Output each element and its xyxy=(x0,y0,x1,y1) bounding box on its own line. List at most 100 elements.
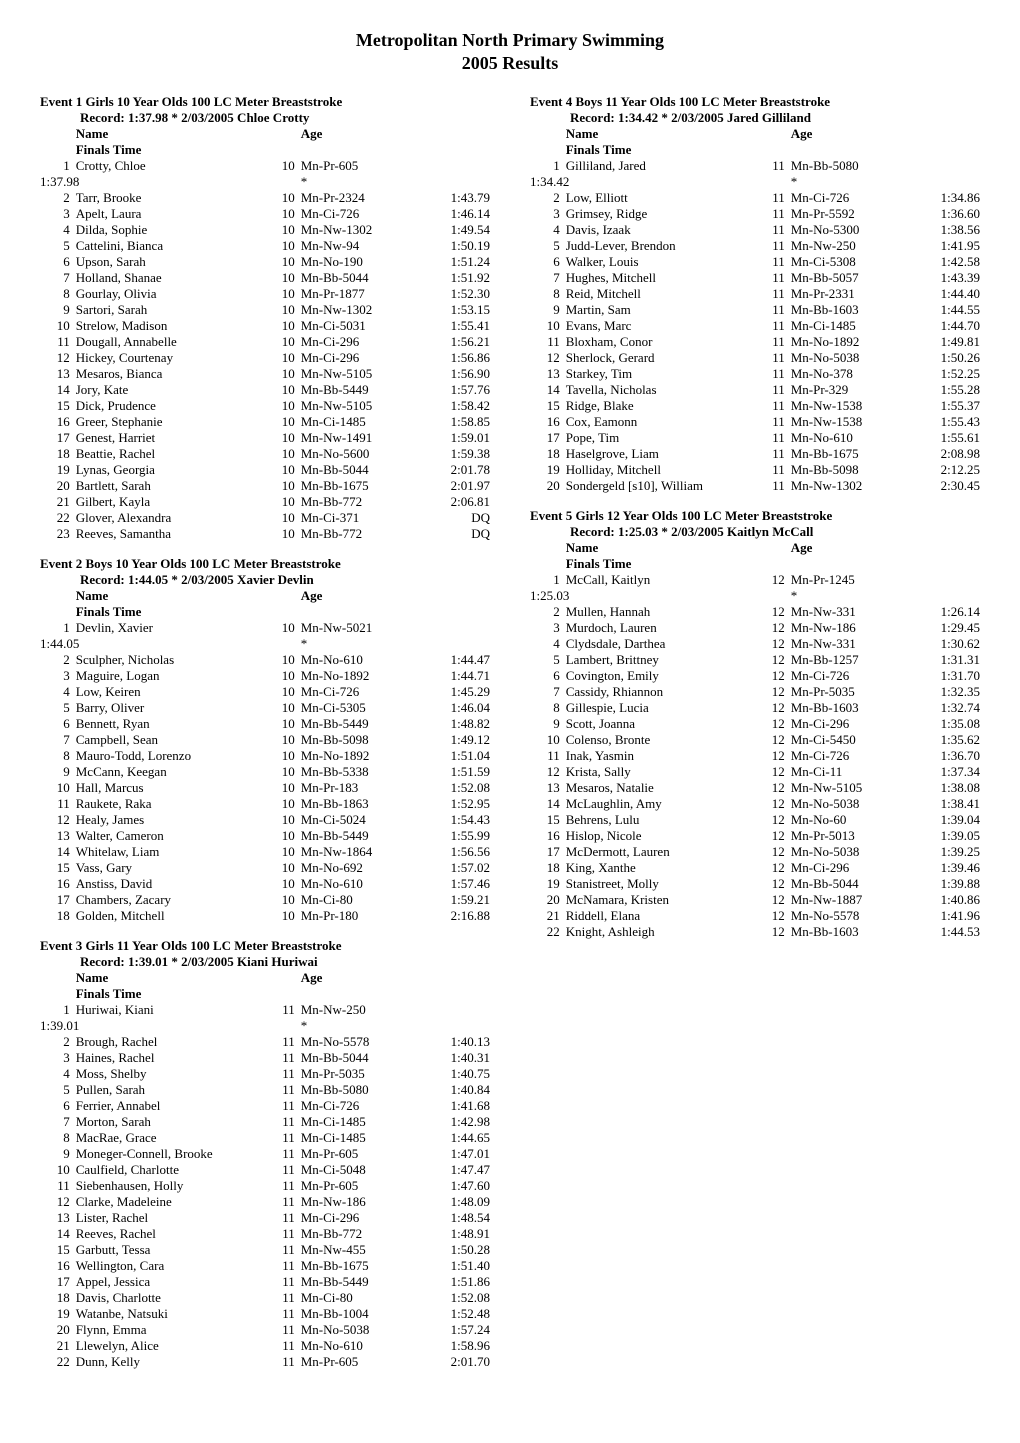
team-code: Mn-Bb-1257 xyxy=(791,652,907,668)
finish-time: 1:39.46 xyxy=(906,860,980,876)
result-row: 3Maguire, Logan10Mn-No-18921:44.71 xyxy=(40,668,490,684)
place: 15 xyxy=(40,860,76,876)
team-code: Mn-Bb-1603 xyxy=(791,924,907,940)
swimmer-name: King, Xanthe xyxy=(566,860,755,876)
finish-time: 1:35.62 xyxy=(906,732,980,748)
place: 16 xyxy=(40,876,76,892)
swimmer-age: 11 xyxy=(755,446,791,462)
place: 22 xyxy=(40,510,76,526)
record-time: 1:37.98 xyxy=(40,174,265,190)
place: 10 xyxy=(530,318,566,334)
swimmer-age: 11 xyxy=(755,398,791,414)
swimmer-name: Reeves, Rachel xyxy=(76,1226,265,1242)
swimmer-age: 11 xyxy=(755,430,791,446)
result-row: 18King, Xanthe12Mn-Ci-2961:39.46 xyxy=(530,860,980,876)
team-code: Mn-Nw-186 xyxy=(791,620,907,636)
team-code: Mn-Bb-5044 xyxy=(301,270,417,286)
result-row: 13Mesaros, Bianca10Mn-Nw-51051:56.90 xyxy=(40,366,490,382)
swimmer-name: Colenso, Bronte xyxy=(566,732,755,748)
result-row: 15Vass, Gary10Mn-No-6921:57.02 xyxy=(40,860,490,876)
swimmer-age: 12 xyxy=(755,748,791,764)
swimmer-name: Covington, Emily xyxy=(566,668,755,684)
result-row: 19Watanbe, Natsuki11Mn-Bb-10041:52.48 xyxy=(40,1306,490,1322)
swimmer-age: 11 xyxy=(265,1114,301,1130)
result-row: 2Low, Elliott11Mn-Ci-7261:34.86 xyxy=(530,190,980,206)
swimmer-age: 12 xyxy=(755,812,791,828)
result-row: 10Colenso, Bronte12Mn-Ci-54501:35.62 xyxy=(530,732,980,748)
finish-time: 1:57.46 xyxy=(416,876,490,892)
swimmer-name: Gourlay, Olivia xyxy=(76,286,265,302)
swimmer-name: Reeves, Samantha xyxy=(76,526,265,542)
team-code: Mn-Pr-1245 xyxy=(791,572,907,588)
swimmer-name: Lambert, Brittney xyxy=(566,652,755,668)
finish-time: 1:50.26 xyxy=(906,350,980,366)
result-row: 12Sherlock, Gerard11Mn-No-50381:50.26 xyxy=(530,350,980,366)
place: 18 xyxy=(40,446,76,462)
record-star: * xyxy=(791,174,907,190)
team-code: Mn-No-5300 xyxy=(791,222,907,238)
swimmer-age: 10 xyxy=(265,318,301,334)
swimmer-age: 11 xyxy=(755,190,791,206)
result-row: 19Lynas, Georgia10Mn-Bb-50442:01.78 xyxy=(40,462,490,478)
place: 12 xyxy=(530,350,566,366)
team-code: Mn-Ci-371 xyxy=(301,510,417,526)
event-block: Event 2 Boys 10 Year Olds 100 LC Meter B… xyxy=(40,556,490,924)
place: 11 xyxy=(530,748,566,764)
finish-time: 1:41.95 xyxy=(906,238,980,254)
place: 14 xyxy=(40,382,76,398)
place: 6 xyxy=(530,668,566,684)
finish-time: 1:59.01 xyxy=(416,430,490,446)
swimmer-age: 10 xyxy=(265,446,301,462)
result-row: 16Anstiss, David10Mn-No-6101:57.46 xyxy=(40,876,490,892)
finish-time: 1:31.70 xyxy=(906,668,980,684)
finish-time: 1:48.82 xyxy=(416,716,490,732)
swimmer-name: MacRae, Grace xyxy=(76,1130,265,1146)
place: 17 xyxy=(40,1274,76,1290)
result-row: 11Siebenhausen, Holly11Mn-Pr-6051:47.60 xyxy=(40,1178,490,1194)
team-code: Mn-Nw-94 xyxy=(301,238,417,254)
swimmer-age: 11 xyxy=(265,1258,301,1274)
finals-label: Finals Time xyxy=(566,556,755,572)
record-star: * xyxy=(301,1018,417,1034)
finals-label: Finals Time xyxy=(76,142,265,158)
place: 20 xyxy=(530,478,566,494)
result-row: 22Dunn, Kelly11Mn-Pr-6052:01.70 xyxy=(40,1354,490,1370)
finish-time: 1:41.96 xyxy=(906,908,980,924)
swimmer-name: Gillespie, Lucia xyxy=(566,700,755,716)
swimmer-age: 11 xyxy=(755,366,791,382)
team-code: Mn-Ci-5308 xyxy=(791,254,907,270)
finish-time: 1:56.90 xyxy=(416,366,490,382)
swimmer-name: Hall, Marcus xyxy=(76,780,265,796)
place: 8 xyxy=(530,700,566,716)
swimmer-name: Mauro-Todd, Lorenzo xyxy=(76,748,265,764)
place: 6 xyxy=(40,1098,76,1114)
swimmer-name: McCann, Keegan xyxy=(76,764,265,780)
finish-time: 2:06.81 xyxy=(416,494,490,510)
place: 14 xyxy=(40,844,76,860)
swimmer-name: Caulfield, Charlotte xyxy=(76,1162,265,1178)
event-record: Record: 1:34.42 * 2/03/2005 Jared Gillil… xyxy=(530,110,980,126)
swimmer-name: Ferrier, Annabel xyxy=(76,1098,265,1114)
swimmer-name: Low, Elliott xyxy=(566,190,755,206)
finish-time: 1:43.39 xyxy=(906,270,980,286)
swimmer-name: Raukete, Raka xyxy=(76,796,265,812)
swimmer-name: Glover, Alexandra xyxy=(76,510,265,526)
swimmer-age: 11 xyxy=(265,1226,301,1242)
record-time: 1:39.01 xyxy=(40,1018,265,1034)
place: 10 xyxy=(40,1162,76,1178)
finish-time: 1:57.02 xyxy=(416,860,490,876)
result-row: 15Dick, Prudence10Mn-Nw-51051:58.42 xyxy=(40,398,490,414)
results-table: NameAgeFinals Time1Devlin, Xavier10Mn-Nw… xyxy=(40,588,490,924)
place: 2 xyxy=(530,190,566,206)
team-code: Mn-No-5600 xyxy=(301,446,417,462)
finish-time xyxy=(416,620,490,636)
finish-time: 1:32.74 xyxy=(906,700,980,716)
finish-time: 1:50.19 xyxy=(416,238,490,254)
team-code: Mn-Pr-180 xyxy=(301,908,417,924)
swimmer-age: 12 xyxy=(755,860,791,876)
finish-time: 1:45.29 xyxy=(416,684,490,700)
finish-time: 1:44.65 xyxy=(416,1130,490,1146)
finish-time: 1:31.31 xyxy=(906,652,980,668)
swimmer-age: 10 xyxy=(265,222,301,238)
place: 10 xyxy=(40,318,76,334)
